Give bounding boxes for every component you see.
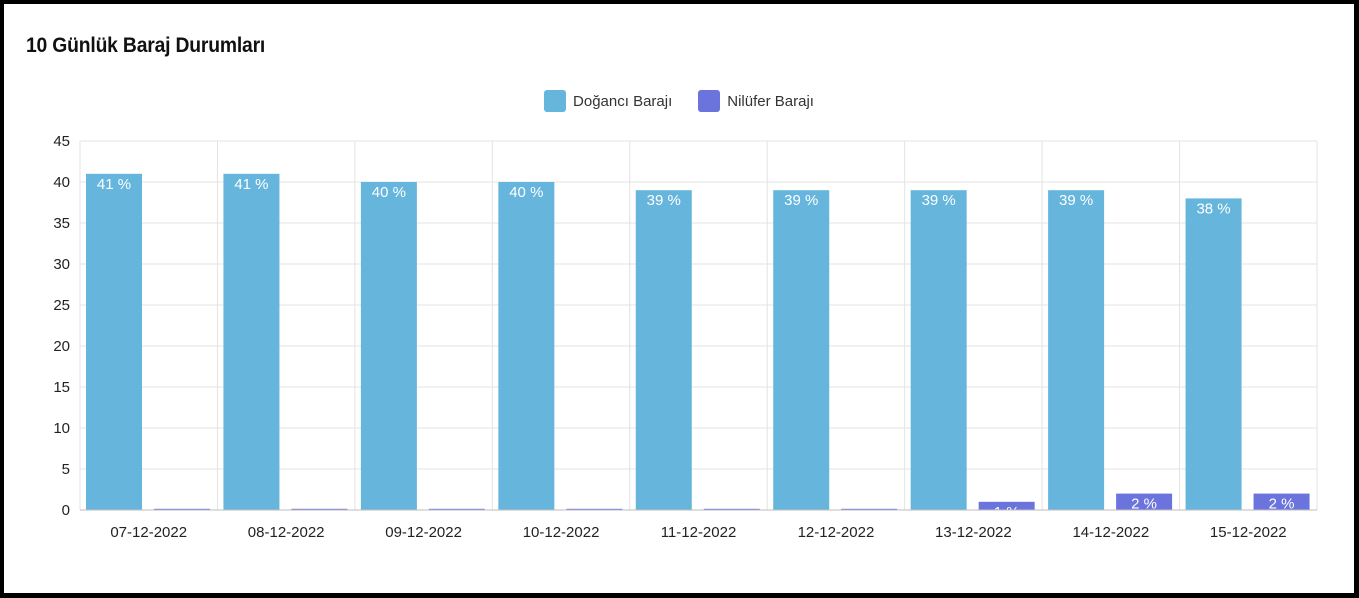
bar-nilufer xyxy=(978,501,1035,510)
bar-doganci xyxy=(1048,190,1105,510)
x-tick-label: 07-12-2022 xyxy=(110,524,187,541)
legend-label-nilufer: Nilüfer Barajı xyxy=(727,92,814,110)
y-tick-label: 40 xyxy=(53,174,70,191)
data-label: 41 % xyxy=(234,176,268,193)
y-tick-label: 45 xyxy=(53,133,70,150)
bar-doganci xyxy=(86,173,142,511)
y-tick-label: 20 xyxy=(53,338,70,355)
y-tick-label: 15 xyxy=(53,379,70,396)
y-tick-label: 10 xyxy=(53,420,70,437)
bar-doganci xyxy=(498,182,555,510)
x-tick-label: 12-12-2022 xyxy=(798,524,875,541)
y-tick-label: 30 xyxy=(53,256,70,273)
bar-nilufer xyxy=(291,508,348,510)
x-tick-label: 08-12-2022 xyxy=(248,524,325,541)
data-label: 2 % xyxy=(1131,496,1157,513)
y-tick-label: 0 xyxy=(62,502,70,519)
bar-nilufer xyxy=(1253,493,1310,510)
bar-doganci xyxy=(773,190,830,510)
data-label: 39 % xyxy=(1059,192,1093,209)
y-tick-label: 25 xyxy=(53,297,70,314)
bar-nilufer xyxy=(841,508,898,510)
data-label: 39 % xyxy=(784,192,818,209)
bar-doganci xyxy=(223,173,280,511)
data-label: 39 % xyxy=(922,192,956,209)
bar-doganci xyxy=(1185,198,1242,510)
bar-nilufer xyxy=(1116,493,1173,510)
x-tick-label: 11-12-2022 xyxy=(661,524,737,541)
bar-nilufer xyxy=(154,508,210,510)
data-label: 40 % xyxy=(509,184,543,201)
data-label: 1 % xyxy=(994,504,1020,521)
bar-doganci xyxy=(635,190,692,510)
y-tick-label: 5 xyxy=(62,461,70,478)
chart-legend: Doğancı Barajı Nilüfer Barajı xyxy=(4,90,1354,112)
legend-swatch-doganci xyxy=(544,90,567,112)
bar-nilufer xyxy=(428,508,485,510)
data-label: 38 % xyxy=(1196,200,1230,217)
data-label: 2 % xyxy=(1269,496,1295,513)
legend-item-doganci[interactable]: Doğancı Barajı xyxy=(544,90,672,112)
bar-doganci xyxy=(360,182,417,510)
bar-doganci xyxy=(910,190,967,510)
x-tick-label: 09-12-2022 xyxy=(385,524,462,541)
data-label: 41 % xyxy=(97,176,131,193)
x-tick-label: 14-12-2022 xyxy=(1072,524,1149,541)
x-tick-label: 10-12-2022 xyxy=(523,524,600,541)
legend-swatch-nilufer xyxy=(698,90,721,112)
data-label: 39 % xyxy=(647,192,681,209)
x-tick-label: 13-12-2022 xyxy=(935,524,1012,541)
data-label: 40 % xyxy=(372,184,406,201)
y-tick-label: 35 xyxy=(53,215,70,232)
x-tick-label: 15-12-2022 xyxy=(1210,524,1287,541)
legend-item-nilufer[interactable]: Nilüfer Barajı xyxy=(698,90,814,112)
bar-nilufer xyxy=(566,508,623,510)
bar-nilufer xyxy=(703,508,760,510)
chart-title: 10 Günlük Baraj Durumları xyxy=(26,34,266,57)
legend-label-doganci: Doğancı Barajı xyxy=(573,92,673,110)
